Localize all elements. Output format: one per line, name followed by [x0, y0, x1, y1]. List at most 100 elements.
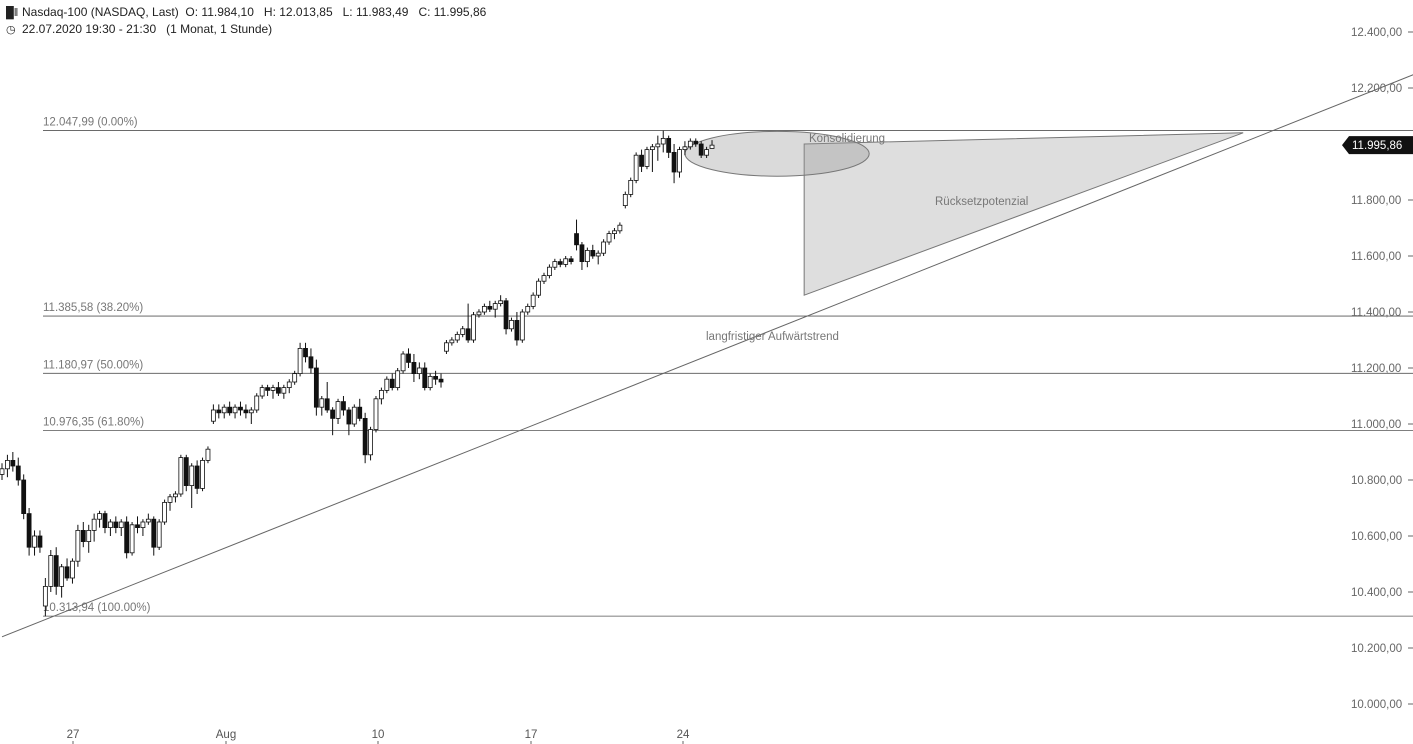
candle-body	[476, 311, 482, 316]
candle-88	[476, 309, 482, 318]
candle-125	[677, 146, 682, 178]
candle-109	[590, 244, 596, 259]
candle-78	[422, 362, 428, 391]
y-tick-label-7: 11.200,00	[1351, 363, 1401, 375]
candle-62	[335, 398, 341, 424]
chart-header-instrument: █‖ Nasdaq-100 (NASDAQ, Last) O: 11.984,10…	[6, 5, 486, 19]
candle-124	[671, 144, 677, 184]
candle-body	[124, 521, 130, 554]
candle-body	[297, 347, 303, 374]
candle-18	[97, 510, 102, 528]
candle-body	[465, 328, 471, 341]
candle-body	[514, 319, 520, 341]
candle-37	[200, 457, 205, 492]
candle-body	[281, 387, 287, 394]
candle-67	[362, 412, 368, 464]
candle-112	[606, 230, 612, 245]
candle-119	[644, 146, 650, 170]
period-text: 22.07.2020 19:30 - 21:30 (1 Monat, 1 Stu…	[22, 22, 273, 36]
candle-72	[389, 373, 395, 391]
candle-91	[492, 300, 498, 318]
fibonacci-levels: 12.047,99 (0.00%) 11.385,58 (38.20%) 11.18…	[43, 117, 1413, 617]
candle-body	[487, 305, 493, 310]
candle-body	[617, 224, 623, 232]
candle-59	[319, 396, 325, 416]
candle-body	[200, 459, 205, 489]
candle-body	[140, 521, 146, 528]
candle-45	[243, 404, 249, 419]
candlestick-icon: █‖	[6, 7, 19, 19]
candle-body	[574, 233, 579, 246]
last-price-marker: 11.995,86	[1342, 136, 1413, 155]
candle-10	[53, 547, 59, 595]
chart-header-period: ◷ 22.07.2020 19:30 - 21:30 (1 Monat, 1 St…	[6, 22, 272, 36]
candle-body	[563, 258, 569, 265]
candle-44	[238, 401, 243, 416]
candle-94	[509, 317, 514, 332]
candle-122	[660, 130, 666, 153]
candle-33	[178, 454, 184, 497]
candle-body	[503, 300, 509, 330]
candle-21	[113, 516, 119, 534]
candle-86	[465, 303, 471, 343]
candle-114	[617, 222, 623, 234]
candle-70	[378, 387, 384, 405]
candle-body	[265, 387, 270, 391]
candle-40	[216, 404, 222, 419]
candle-body	[639, 154, 644, 167]
instrument-name: Nasdaq-100 (NASDAQ, Last)	[22, 5, 179, 19]
candle-body	[373, 398, 379, 430]
y-tick-label-10: 10.600,00	[1351, 531, 1402, 543]
pullback-triangle	[803, 132, 1244, 296]
candle-body	[254, 395, 260, 411]
candle-25	[135, 516, 140, 534]
candle-15	[80, 522, 86, 548]
candle-102	[552, 258, 558, 270]
candle-36	[194, 460, 200, 494]
candle-body	[601, 241, 607, 254]
candle-101	[547, 264, 552, 279]
candle-body	[270, 387, 276, 391]
candle-body	[37, 535, 43, 548]
candle-53	[286, 379, 292, 394]
candle-39	[210, 404, 216, 424]
candle-body	[145, 518, 151, 523]
candle-107	[579, 242, 585, 270]
candle-body	[313, 367, 319, 408]
candle-23	[124, 516, 130, 559]
candle-body	[704, 149, 709, 156]
candle-body	[21, 479, 27, 514]
fib-label-3: 10.976,35 (61.80%)	[43, 417, 144, 429]
candle-body	[709, 144, 715, 149]
candle-body	[189, 465, 195, 487]
annotation-ruecksetzpotenzial: Rücksetzpotenzial	[935, 196, 1028, 208]
candle-body	[671, 151, 677, 173]
candle-85	[460, 326, 466, 338]
candle-121	[655, 135, 661, 161]
ohlc-values: O: 11.984,10 H: 12.013,85 L: 11.983,49 C…	[185, 5, 487, 19]
candle-113	[612, 228, 617, 240]
candle-76	[411, 354, 417, 382]
candle-body	[666, 137, 672, 153]
candle-27	[145, 513, 151, 525]
candle-79	[427, 373, 433, 391]
candle-42	[227, 401, 233, 416]
candle-body	[693, 140, 699, 145]
candle-body	[509, 319, 514, 330]
candle-3	[15, 457, 21, 486]
x-tick-label-4: 24	[677, 729, 690, 741]
candle-body	[471, 314, 476, 341]
candle-body	[449, 339, 455, 344]
candle-body	[216, 409, 222, 414]
candle-115	[622, 191, 628, 209]
candle-105	[568, 256, 574, 265]
candle-9	[48, 550, 54, 592]
candle-body	[384, 378, 390, 391]
candle-57	[308, 348, 314, 374]
candle-body	[368, 429, 373, 456]
candle-11	[59, 564, 65, 598]
candle-body	[10, 459, 16, 467]
candle-body	[276, 387, 281, 394]
candle-body	[584, 249, 590, 262]
